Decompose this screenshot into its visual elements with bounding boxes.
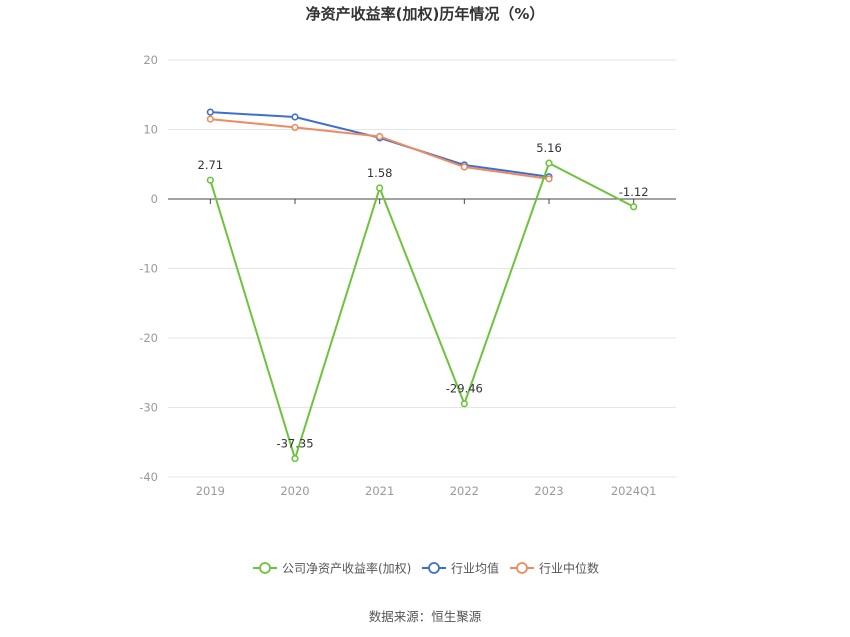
legend-swatch-marker bbox=[428, 562, 440, 574]
data-labels: 2.71 -37.35 1.58 -29.46 5.16 -1.12 bbox=[198, 141, 649, 450]
grid bbox=[168, 59, 676, 478]
data-label: -1.12 bbox=[619, 185, 649, 199]
data-label: 5.16 bbox=[536, 141, 562, 155]
legend-item[interactable]: 行业中位数 bbox=[510, 561, 599, 576]
series-group bbox=[206, 108, 638, 463]
y-axis-ticks: 20 10 0 -10 -20 -30 -40 bbox=[139, 53, 158, 484]
x-tick-label: 2021 bbox=[365, 484, 394, 498]
series-point-0 bbox=[460, 400, 468, 408]
series-point-2 bbox=[206, 115, 214, 123]
y-tick-label: 20 bbox=[143, 53, 158, 67]
series-point-2 bbox=[545, 175, 553, 183]
series-point-2 bbox=[460, 163, 468, 171]
legend-item[interactable]: 行业均值 bbox=[422, 561, 499, 576]
y-tick-label: 10 bbox=[143, 123, 158, 137]
series-point-0 bbox=[206, 176, 214, 184]
series-line-0 bbox=[209, 162, 635, 460]
series-point-0 bbox=[630, 203, 638, 211]
x-tick-label: 2020 bbox=[280, 484, 309, 498]
series-point-2 bbox=[376, 132, 384, 141]
legend[interactable]: 公司净资产收益率(加权) 行业均值 行业中位数 bbox=[253, 561, 599, 576]
x-tick-label: 2022 bbox=[450, 484, 479, 498]
x-tick-label: 2023 bbox=[534, 484, 563, 498]
data-label: 1.58 bbox=[367, 166, 393, 180]
legend-swatch-marker bbox=[516, 562, 528, 574]
legend-label: 行业中位数 bbox=[539, 561, 599, 576]
series-point-0 bbox=[291, 454, 299, 463]
data-label: -37.35 bbox=[276, 437, 313, 451]
x-tick-label: 2019 bbox=[196, 484, 225, 498]
series-point-0 bbox=[545, 159, 553, 167]
series-point-1 bbox=[291, 113, 299, 121]
legend-item[interactable]: 公司净资产收益率(加权) bbox=[253, 561, 411, 576]
y-tick-label: -10 bbox=[139, 262, 158, 276]
chart-title: 净资产收益率(加权)历年情况（%） bbox=[306, 5, 545, 23]
x-tick-label: 2024Q1 bbox=[611, 484, 657, 498]
legend-label: 行业均值 bbox=[451, 561, 499, 576]
y-tick-label: -40 bbox=[139, 470, 158, 484]
series-point-1 bbox=[206, 108, 214, 116]
data-label: 2.71 bbox=[198, 158, 224, 172]
legend-label: 公司净资产收益率(加权) bbox=[282, 561, 411, 576]
x-axis-ticks: 2019 2020 2021 2022 2023 2024Q1 bbox=[196, 199, 657, 498]
y-tick-label: 0 bbox=[151, 192, 158, 206]
source-note: 数据来源：恒生聚源 bbox=[369, 609, 482, 624]
series-point-0 bbox=[376, 184, 384, 192]
data-label: -29.46 bbox=[446, 382, 483, 396]
legend-swatch-marker bbox=[259, 562, 271, 574]
series-point-2 bbox=[291, 123, 299, 132]
y-tick-label: -30 bbox=[139, 401, 158, 415]
y-tick-label: -20 bbox=[139, 331, 158, 345]
